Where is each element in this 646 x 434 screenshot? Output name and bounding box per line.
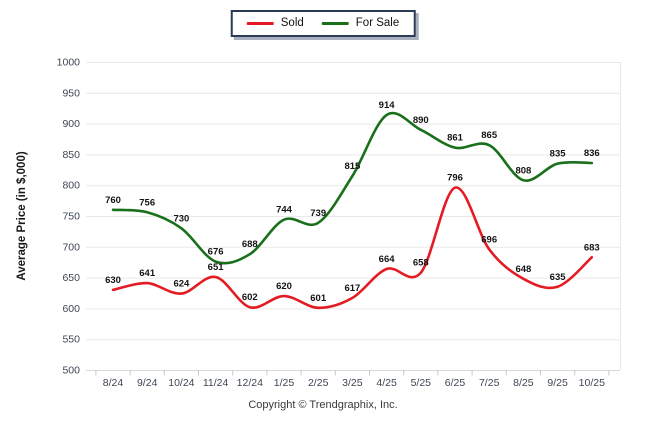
svg-text:744: 744 bbox=[276, 205, 293, 216]
y-gridlines bbox=[86, 62, 621, 371]
svg-text:4/25: 4/25 bbox=[376, 377, 397, 389]
svg-text:9/24: 9/24 bbox=[137, 377, 158, 389]
data-labels-for-sale: 760 756 730 676 688 744 739 815 914 890 861 865 808 8… bbox=[105, 100, 600, 258]
svg-text:900: 900 bbox=[62, 118, 80, 130]
svg-text:756: 756 bbox=[139, 197, 155, 208]
svg-text:688: 688 bbox=[242, 239, 258, 250]
svg-text:760: 760 bbox=[105, 195, 121, 206]
svg-text:890: 890 bbox=[413, 115, 429, 126]
legend-label-sold: Sold bbox=[280, 17, 304, 29]
svg-text:800: 800 bbox=[62, 180, 80, 192]
svg-text:676: 676 bbox=[208, 247, 224, 258]
svg-text:602: 602 bbox=[242, 292, 258, 303]
svg-text:8/25: 8/25 bbox=[513, 377, 534, 389]
svg-text:808: 808 bbox=[515, 165, 531, 176]
svg-text:865: 865 bbox=[481, 130, 498, 141]
svg-text:630: 630 bbox=[105, 275, 121, 286]
svg-text:9/25: 9/25 bbox=[547, 377, 568, 389]
svg-text:648: 648 bbox=[515, 264, 531, 275]
svg-text:696: 696 bbox=[481, 234, 497, 245]
svg-text:600: 600 bbox=[62, 303, 80, 315]
svg-text:500: 500 bbox=[62, 365, 80, 377]
svg-text:6/25: 6/25 bbox=[445, 377, 466, 389]
data-labels-sold: 630 641 624 651 602 620 601 617 664 658 796 696 648 6… bbox=[105, 173, 600, 304]
for-sale-line-swatch bbox=[321, 21, 349, 25]
svg-text:730: 730 bbox=[173, 213, 189, 224]
svg-text:5/25: 5/25 bbox=[411, 377, 432, 389]
copyright-text: Copyright © Trendgraphix, Inc. bbox=[248, 399, 398, 411]
x-axis bbox=[95, 370, 610, 376]
svg-text:664: 664 bbox=[379, 254, 396, 265]
svg-text:601: 601 bbox=[310, 293, 327, 304]
sold-line-swatch bbox=[246, 21, 274, 25]
svg-text:700: 700 bbox=[62, 241, 80, 253]
svg-text:641: 641 bbox=[139, 268, 156, 279]
svg-text:683: 683 bbox=[584, 242, 600, 253]
svg-text:658: 658 bbox=[413, 258, 429, 269]
svg-text:7/25: 7/25 bbox=[479, 377, 500, 389]
svg-text:620: 620 bbox=[276, 281, 292, 292]
svg-text:8/24: 8/24 bbox=[103, 377, 124, 389]
svg-text:635: 635 bbox=[550, 272, 567, 283]
svg-text:1000: 1000 bbox=[57, 57, 81, 69]
svg-text:10/24: 10/24 bbox=[168, 377, 194, 389]
svg-text:617: 617 bbox=[344, 283, 360, 294]
legend-label-for-sale: For Sale bbox=[355, 17, 400, 29]
svg-text:950: 950 bbox=[62, 87, 80, 99]
x-axis-tick-labels: 8/24 9/24 10/24 11/24 12/24 1/25 2/25 3/25 4/25 5… bbox=[103, 377, 605, 389]
chart-legend: Sold For Sale bbox=[230, 10, 416, 37]
svg-text:12/24: 12/24 bbox=[237, 377, 263, 389]
svg-text:739: 739 bbox=[310, 208, 326, 219]
svg-text:11/24: 11/24 bbox=[203, 377, 229, 389]
svg-text:550: 550 bbox=[62, 334, 80, 346]
y-axis-title: Average Price (in $,000) bbox=[16, 151, 28, 281]
legend-item-for-sale: For Sale bbox=[321, 16, 400, 30]
svg-text:796: 796 bbox=[447, 173, 463, 184]
svg-text:836: 836 bbox=[584, 148, 600, 159]
svg-text:750: 750 bbox=[62, 211, 80, 223]
series-line-sold bbox=[111, 186, 594, 310]
price-trend-line-chart: 500 550 600 650 700 750 800 850 900 950 1000 8/24 9/… bbox=[16, 57, 621, 389]
series-line-for-sale bbox=[111, 111, 594, 265]
svg-text:835: 835 bbox=[550, 149, 567, 160]
svg-text:1/25: 1/25 bbox=[274, 377, 295, 389]
svg-text:861: 861 bbox=[447, 133, 464, 144]
svg-text:651: 651 bbox=[208, 262, 225, 273]
svg-text:624: 624 bbox=[173, 279, 190, 290]
svg-text:10/25: 10/25 bbox=[579, 377, 605, 389]
svg-text:650: 650 bbox=[62, 272, 80, 284]
y-axis-tick-labels: 500 550 600 650 700 750 800 850 900 950 1000 bbox=[57, 57, 81, 377]
svg-text:2/25: 2/25 bbox=[308, 377, 329, 389]
legend-item-sold: Sold bbox=[246, 16, 304, 30]
svg-text:914: 914 bbox=[379, 100, 396, 111]
svg-text:850: 850 bbox=[62, 149, 80, 161]
svg-text:3/25: 3/25 bbox=[342, 377, 363, 389]
svg-text:815: 815 bbox=[344, 161, 361, 172]
